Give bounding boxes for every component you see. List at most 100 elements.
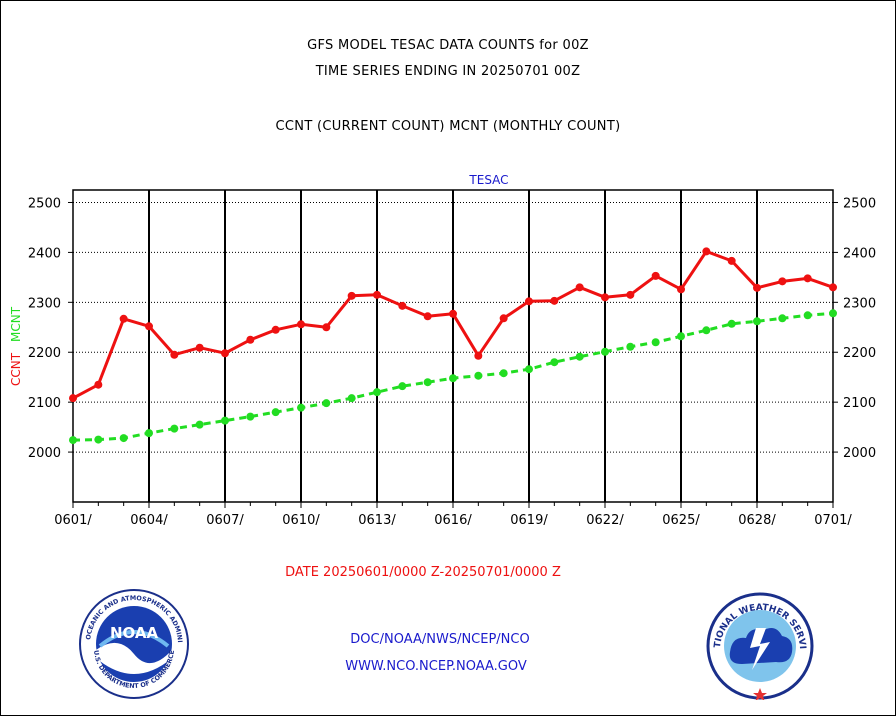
point-ccnt-0611: [322, 323, 331, 332]
point-ccnt-0603: [119, 314, 128, 323]
ytick-label-right: 2100: [843, 396, 876, 411]
point-ccnt-0628: [753, 283, 761, 292]
ytick-label-right: 2300: [843, 296, 876, 311]
point-mcnt-0619: [525, 365, 533, 374]
ytick-label-left: 2300: [28, 296, 61, 311]
xtick-label: 0622/: [586, 513, 624, 528]
plot-frame: [72, 189, 834, 503]
point-ccnt-0607: [221, 349, 229, 358]
ylabel-mcnt: MCNT: [9, 306, 23, 342]
point-mcnt-0623: [626, 342, 635, 351]
point-ccnt-0606: [195, 343, 204, 352]
series: [69, 247, 837, 445]
point-mcnt-0609: [271, 408, 280, 417]
point-ccnt-0615: [423, 312, 432, 321]
point-mcnt-0607: [221, 416, 229, 425]
point-mcnt-0618: [499, 369, 508, 378]
noaa-logo: NOAA NATIONAL OCEANIC AND ATMOSPHERIC AD…: [78, 588, 189, 699]
ylabel-ccnt: CCNT: [9, 352, 23, 386]
point-mcnt-0629: [778, 314, 787, 323]
point-ccnt-0618: [499, 314, 508, 323]
ytick-label-left: 2400: [28, 246, 61, 261]
point-mcnt-0627: [727, 319, 736, 328]
grid: [73, 190, 833, 502]
xtick-label: 0619/: [510, 513, 548, 528]
point-ccnt-0627: [727, 256, 736, 265]
tick-labels: 2000 2000 2100 2100 2200 2200 2300 2300 2400 2400…: [9, 173, 876, 528]
xtick-label: 0616/: [434, 513, 472, 528]
xtick-label: 0607/: [206, 513, 244, 528]
point-mcnt-0610: [297, 403, 305, 412]
chart-title-line2: TIME SERIES ENDING IN 20250701 00Z: [315, 64, 581, 79]
point-ccnt-0613: [373, 290, 381, 299]
point-ccnt-0604: [145, 322, 153, 331]
nws-logo: NATIONAL WEATHER SERVICE: [706, 592, 814, 700]
xtick-label: 0625/: [662, 513, 700, 528]
point-mcnt-0604: [145, 429, 153, 438]
point-ccnt-0608: [246, 335, 255, 344]
point-mcnt-0615: [423, 378, 432, 387]
point-mcnt-0630: [803, 311, 812, 320]
panel-title: TESAC: [468, 173, 508, 187]
point-ccnt-0621: [575, 283, 584, 292]
point-ccnt-0630: [803, 274, 812, 283]
point-ccnt-0623: [626, 290, 635, 299]
xtick-label: 0613/: [358, 513, 396, 528]
point-ccnt-0624: [651, 271, 660, 280]
xtick-label: 0604/: [130, 513, 168, 528]
point-mcnt-0624: [651, 338, 660, 347]
chart-subtitle: CCNT (CURRENT COUNT) MCNT (MONTHLY COUNT…: [275, 119, 621, 134]
ytick-label-left: 2100: [28, 396, 61, 411]
point-mcnt-0601: [69, 436, 77, 445]
ytick-label-left: 2500: [28, 196, 61, 211]
point-mcnt-0626: [702, 326, 711, 335]
point-ccnt-0622: [601, 293, 609, 302]
point-ccnt-0609: [271, 325, 280, 334]
org-path-label: DOC/NOAA/NWS/NCEP/NCO: [350, 632, 530, 647]
point-mcnt-0603: [119, 434, 128, 443]
xtick-label: 0701/: [814, 513, 852, 528]
chart-title-line1: GFS MODEL TESAC DATA COUNTS for 00Z: [307, 38, 589, 53]
point-ccnt-0601: [69, 394, 77, 403]
noaa-logo-text: NOAA: [110, 624, 159, 642]
point-mcnt-0602: [94, 435, 103, 444]
point-mcnt-0612: [347, 394, 356, 403]
point-ccnt-0626: [702, 247, 711, 256]
point-ccnt-0612: [347, 291, 356, 300]
xtick-label: 0610/: [282, 513, 320, 528]
ytick-label-left: 2200: [28, 346, 61, 361]
point-ccnt-0605: [170, 350, 179, 359]
point-mcnt-0622: [601, 347, 609, 356]
xtick-label: 0628/: [738, 513, 776, 528]
ytick-label-right: 2400: [843, 246, 876, 261]
point-ccnt-0619: [525, 297, 533, 306]
point-mcnt-0608: [246, 412, 255, 421]
point-mcnt-0613: [373, 388, 381, 397]
point-mcnt-0621: [575, 352, 584, 361]
axes: [68, 189, 838, 508]
point-ccnt-0617: [474, 351, 483, 360]
point-mcnt-0628: [753, 317, 761, 326]
point-mcnt-0701: [829, 309, 837, 318]
point-mcnt-0620: [550, 358, 559, 367]
point-mcnt-0605: [170, 424, 179, 433]
point-mcnt-0606: [195, 420, 204, 429]
point-ccnt-0602: [94, 380, 103, 389]
point-ccnt-0610: [297, 320, 305, 329]
website-link[interactable]: WWW.NCO.NCEP.NOAA.GOV: [345, 659, 527, 674]
ytick-label-right: 2200: [843, 346, 876, 361]
point-ccnt-0625: [677, 285, 685, 294]
point-ccnt-0616: [449, 309, 457, 318]
point-mcnt-0611: [322, 399, 331, 408]
point-ccnt-0629: [778, 277, 787, 286]
point-mcnt-0625: [677, 332, 685, 341]
point-mcnt-0616: [449, 374, 457, 383]
ytick-label-right: 2000: [843, 446, 876, 461]
point-ccnt-0701: [829, 283, 837, 292]
point-ccnt-0620: [550, 296, 559, 305]
point-mcnt-0614: [398, 382, 407, 391]
point-mcnt-0617: [474, 371, 483, 380]
date-range-label: DATE 20250601/0000 Z-20250701/0000 Z: [285, 565, 561, 580]
xtick-label: 0601/: [54, 513, 92, 528]
